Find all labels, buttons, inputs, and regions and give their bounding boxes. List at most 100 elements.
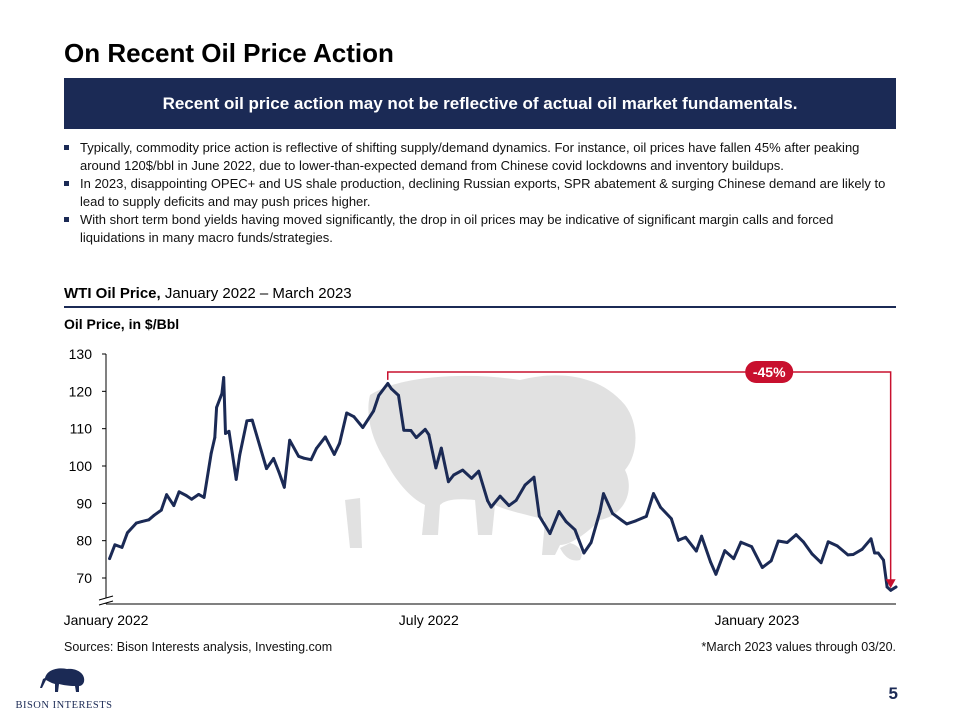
data-point: [172, 504, 176, 507]
data-point: [238, 453, 242, 457]
data-point: [889, 588, 893, 592]
bullet-square-icon: [64, 145, 69, 150]
data-point: [361, 426, 365, 429]
data-point: [338, 441, 341, 445]
bullet-item: With short term bond yields having moved…: [64, 211, 894, 246]
data-point: [769, 559, 773, 563]
data-point: [876, 551, 880, 555]
data-point: [573, 528, 577, 532]
bullet-text: With short term bond yields having moved…: [80, 212, 834, 245]
decline-bracket: [387, 371, 892, 582]
data-point: [882, 558, 885, 562]
data-point: [885, 585, 889, 589]
data-point: [372, 409, 375, 413]
data-point: [750, 545, 753, 548]
y-tick-label: 90: [76, 495, 92, 511]
x-axis: January 2022 July 2022 January 2023: [64, 603, 896, 628]
data-point: [222, 376, 226, 379]
data-point: [785, 541, 789, 544]
data-point: [873, 551, 876, 555]
data-point: [332, 453, 336, 456]
data-point: [869, 537, 873, 541]
data-point: [197, 493, 201, 496]
data-point: [165, 493, 169, 497]
y-axis-label: Oil Price, in $/Bbl: [64, 316, 180, 332]
data-point: [514, 498, 518, 502]
data-point: [209, 451, 213, 455]
data-point: [684, 535, 687, 539]
data-point: [414, 436, 418, 439]
data-point: [694, 549, 698, 553]
data-point: [564, 520, 568, 523]
data-point: [700, 534, 703, 538]
y-tick-label: 70: [76, 570, 92, 586]
bullet-text: In 2023, disappointing OPEC+ and US shal…: [80, 176, 886, 209]
data-point: [265, 467, 268, 470]
data-point: [634, 519, 637, 523]
data-point: [134, 521, 138, 525]
data-point: [732, 557, 736, 560]
data-point: [190, 497, 194, 501]
y-axis: 70 80 90 100 110 120 130: [69, 346, 114, 606]
data-point: [498, 494, 502, 498]
data-point: [557, 510, 561, 513]
y-tick-label: 120: [69, 383, 93, 399]
data-point: [377, 394, 381, 397]
data-point: [234, 478, 238, 481]
data-point: [113, 543, 117, 547]
decline-label: -45%: [753, 364, 786, 380]
data-point: [810, 552, 814, 556]
data-point: [215, 406, 219, 409]
data-point: [507, 504, 511, 507]
page-number: 5: [888, 684, 898, 703]
data-point: [282, 485, 286, 489]
data-point: [723, 549, 727, 553]
decline-arrowhead-icon: [885, 579, 896, 589]
bison-watermark-icon: [345, 375, 636, 561]
data-point: [352, 415, 356, 419]
data-point: [323, 435, 327, 439]
chart-title-rule: [64, 306, 896, 308]
data-point: [835, 544, 839, 548]
data-point: [434, 466, 438, 470]
data-point: [227, 429, 231, 433]
data-point: [250, 418, 254, 422]
data-point: [152, 513, 156, 517]
data-point: [315, 447, 318, 450]
y-tick-label: 100: [69, 458, 93, 474]
data-point: [532, 475, 536, 479]
data-point: [659, 506, 662, 509]
company-logo: BISON INTERESTS: [12, 664, 116, 711]
sources-text: Sources: Bison Interests analysis, Inves…: [64, 640, 333, 654]
y-tick-label: 130: [69, 346, 93, 362]
x-tick-label: January 2023: [714, 612, 799, 628]
data-point: [477, 469, 481, 473]
data-point: [669, 517, 673, 520]
data-point: [302, 456, 306, 460]
chart-title-rest: January 2022 – March 2023: [160, 285, 352, 302]
axis-break-mark: [98, 600, 114, 606]
data-point: [760, 566, 764, 569]
data-point: [389, 387, 393, 391]
data-point: [220, 392, 224, 395]
data-point: [288, 438, 292, 442]
data-point: [423, 428, 427, 431]
data-point: [489, 505, 493, 509]
x-tick-label: July 2022: [399, 612, 459, 628]
data-point: [582, 551, 586, 555]
data-point: [846, 553, 850, 557]
data-point: [397, 394, 400, 397]
axis-break-mark: [98, 595, 114, 601]
y-tick-label: 80: [76, 533, 92, 549]
data-point: [108, 557, 111, 560]
data-point: [439, 446, 443, 450]
data-point: [644, 515, 648, 518]
data-point: [177, 490, 181, 494]
data-point: [625, 522, 629, 526]
data-point: [709, 560, 712, 564]
logo-text: BISON INTERESTS: [15, 700, 113, 711]
data-point: [202, 496, 206, 499]
data-point: [461, 468, 465, 472]
data-point: [470, 476, 473, 480]
